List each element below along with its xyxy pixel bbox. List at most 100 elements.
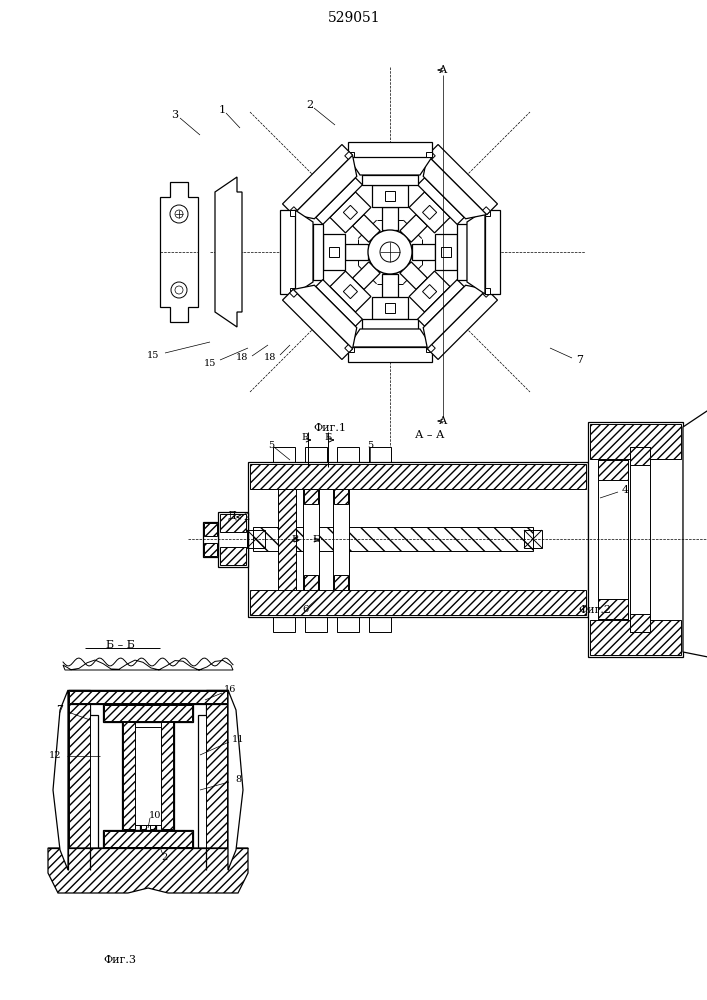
Polygon shape bbox=[483, 289, 491, 297]
Text: В: В bbox=[291, 536, 298, 544]
Polygon shape bbox=[409, 271, 450, 312]
Polygon shape bbox=[372, 297, 408, 319]
Polygon shape bbox=[290, 289, 298, 297]
Text: 3: 3 bbox=[171, 110, 179, 120]
Bar bbox=[141, 801, 146, 829]
Bar bbox=[524, 530, 542, 548]
Polygon shape bbox=[423, 285, 487, 349]
Polygon shape bbox=[290, 207, 298, 215]
Polygon shape bbox=[348, 152, 354, 157]
Bar bbox=[220, 514, 246, 532]
Bar bbox=[337, 447, 359, 462]
Bar bbox=[590, 424, 681, 459]
Polygon shape bbox=[160, 182, 198, 322]
Text: Д: Д bbox=[228, 510, 237, 520]
Text: 6: 6 bbox=[302, 605, 308, 614]
Text: А – А: А – А bbox=[415, 430, 445, 440]
Text: 11: 11 bbox=[232, 736, 244, 744]
Text: Б – Б: Б – Б bbox=[105, 640, 134, 650]
Polygon shape bbox=[428, 152, 436, 159]
Polygon shape bbox=[290, 288, 295, 294]
Polygon shape bbox=[348, 157, 432, 175]
Bar bbox=[206, 691, 227, 869]
Bar bbox=[161, 722, 173, 829]
Text: 10: 10 bbox=[148, 810, 161, 820]
Bar bbox=[253, 527, 533, 551]
Polygon shape bbox=[362, 175, 418, 185]
Polygon shape bbox=[280, 210, 295, 294]
Bar bbox=[630, 614, 650, 632]
Polygon shape bbox=[215, 177, 242, 327]
Bar bbox=[68, 690, 228, 704]
Text: В: В bbox=[301, 434, 309, 442]
Polygon shape bbox=[485, 210, 490, 216]
Bar bbox=[630, 447, 650, 465]
Polygon shape bbox=[330, 192, 371, 233]
Polygon shape bbox=[467, 210, 485, 294]
Polygon shape bbox=[362, 319, 418, 329]
Polygon shape bbox=[283, 145, 353, 215]
Bar bbox=[273, 617, 295, 632]
Polygon shape bbox=[385, 191, 395, 201]
Bar bbox=[204, 543, 217, 556]
Polygon shape bbox=[428, 289, 498, 359]
Polygon shape bbox=[412, 244, 435, 260]
Bar bbox=[334, 489, 348, 504]
Polygon shape bbox=[353, 215, 380, 242]
Text: 8: 8 bbox=[235, 776, 241, 784]
Circle shape bbox=[380, 242, 400, 262]
Polygon shape bbox=[344, 205, 358, 219]
Bar bbox=[122, 704, 174, 830]
Polygon shape bbox=[345, 345, 353, 352]
Text: 18: 18 bbox=[264, 354, 276, 362]
Bar bbox=[598, 460, 628, 619]
Bar bbox=[598, 460, 628, 480]
Bar bbox=[337, 617, 359, 632]
Text: 5: 5 bbox=[367, 440, 373, 450]
Polygon shape bbox=[316, 178, 363, 224]
Polygon shape bbox=[344, 285, 358, 299]
Polygon shape bbox=[683, 407, 707, 657]
Polygon shape bbox=[428, 145, 498, 215]
Bar bbox=[135, 727, 161, 825]
Bar bbox=[305, 617, 327, 632]
Polygon shape bbox=[295, 210, 313, 294]
Polygon shape bbox=[423, 205, 437, 219]
Text: Фиг.3: Фиг.3 bbox=[103, 955, 136, 965]
Polygon shape bbox=[400, 215, 428, 242]
Polygon shape bbox=[68, 690, 98, 870]
Text: 7: 7 bbox=[57, 705, 64, 715]
Polygon shape bbox=[313, 224, 323, 280]
Text: 2: 2 bbox=[306, 100, 314, 110]
Bar bbox=[369, 617, 391, 632]
Polygon shape bbox=[409, 192, 450, 233]
Bar bbox=[304, 489, 318, 504]
Bar bbox=[334, 575, 348, 590]
Polygon shape bbox=[485, 288, 490, 294]
Text: 15: 15 bbox=[204, 359, 216, 367]
Bar bbox=[250, 590, 586, 615]
Polygon shape bbox=[290, 210, 295, 216]
Text: Фиг.1: Фиг.1 bbox=[313, 423, 346, 433]
Polygon shape bbox=[418, 280, 464, 326]
Polygon shape bbox=[330, 271, 371, 312]
Polygon shape bbox=[385, 303, 395, 313]
Bar bbox=[278, 489, 296, 590]
Polygon shape bbox=[316, 280, 363, 326]
Polygon shape bbox=[382, 207, 398, 230]
Polygon shape bbox=[53, 690, 68, 870]
Polygon shape bbox=[435, 234, 457, 270]
Polygon shape bbox=[400, 262, 428, 289]
Polygon shape bbox=[63, 660, 233, 670]
Polygon shape bbox=[323, 234, 345, 270]
Polygon shape bbox=[418, 178, 464, 224]
Text: А: А bbox=[439, 65, 448, 75]
Bar bbox=[304, 575, 318, 590]
Text: 12: 12 bbox=[49, 750, 62, 760]
Bar bbox=[248, 462, 588, 617]
Bar bbox=[218, 512, 248, 567]
Text: Б: Б bbox=[325, 434, 332, 442]
Polygon shape bbox=[483, 207, 491, 215]
Polygon shape bbox=[348, 347, 354, 352]
Text: 2: 2 bbox=[244, 512, 250, 522]
